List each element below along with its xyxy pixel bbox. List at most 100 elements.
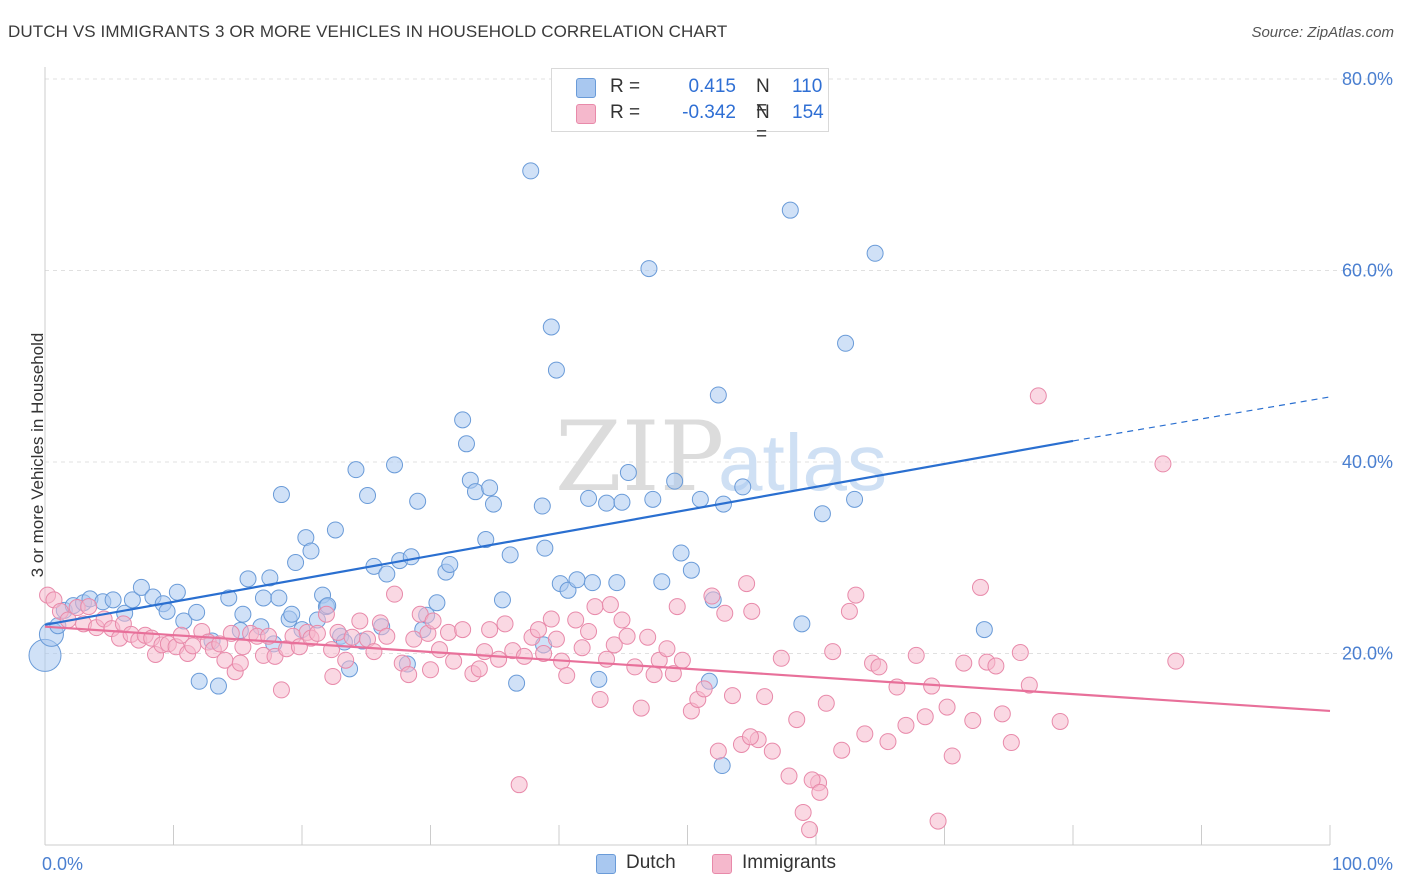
grid-lines	[45, 78, 1392, 654]
data-point	[302, 542, 320, 560]
data-point	[591, 690, 609, 708]
data-point	[1167, 652, 1185, 670]
data-point	[741, 728, 759, 746]
immigrants-swatch	[712, 854, 732, 874]
data-point	[80, 598, 98, 616]
data-point	[788, 711, 806, 729]
data-point	[529, 621, 547, 639]
y-tick-label: 40.0%	[1342, 452, 1393, 472]
data-point	[220, 589, 238, 607]
data-point	[713, 757, 731, 775]
data-point	[343, 628, 361, 646]
y-tick-label: 60.0%	[1342, 261, 1393, 281]
data-point	[644, 490, 662, 508]
data-point	[781, 201, 799, 219]
dutch-trend-extension	[1072, 396, 1331, 442]
axes	[44, 67, 1331, 846]
data-point	[239, 570, 257, 588]
data-point	[283, 605, 301, 623]
data-point	[104, 591, 122, 609]
data-point	[365, 643, 383, 661]
data-point	[272, 486, 290, 504]
data-point	[272, 681, 290, 699]
legend-n-label: N =	[756, 102, 770, 145]
data-point	[756, 688, 774, 706]
data-point	[632, 699, 650, 717]
data-point	[580, 622, 598, 640]
data-point	[943, 747, 961, 765]
data-point	[780, 767, 798, 785]
data-point	[234, 605, 252, 623]
data-point	[987, 657, 1005, 675]
data-point	[608, 574, 626, 592]
data-point	[378, 627, 396, 645]
data-point	[428, 594, 446, 612]
x-tick-label-min: 0.0%	[42, 854, 83, 874]
data-point	[454, 621, 472, 639]
data-point	[668, 598, 686, 616]
data-point	[270, 589, 288, 607]
bottom-legend-immigrants-label: Immigrants	[742, 852, 836, 873]
data-point	[682, 561, 700, 579]
correlation-legend: R = 0.415 N = 110 R = -0.342 N = 154	[551, 68, 829, 145]
data-point	[613, 611, 631, 629]
data-point	[626, 658, 644, 676]
data-point	[123, 591, 141, 609]
legend-n-label: N =	[756, 76, 770, 119]
data-point	[1154, 455, 1172, 473]
data-point	[454, 411, 472, 429]
immigrants-points	[39, 387, 1185, 839]
data-point	[691, 490, 709, 508]
data-point	[466, 483, 484, 501]
data-point	[971, 578, 989, 596]
data-point	[716, 604, 734, 622]
data-point	[547, 630, 565, 648]
data-point	[211, 635, 229, 653]
dutch-trend-line	[44, 439, 1074, 626]
data-point	[493, 591, 511, 609]
data-point	[658, 640, 676, 658]
data-point	[813, 505, 831, 523]
data-point	[794, 803, 812, 821]
data-point	[445, 652, 463, 670]
data-point	[522, 162, 540, 180]
data-point	[441, 555, 459, 573]
data-point	[190, 672, 208, 690]
data-point	[640, 260, 658, 278]
data-point	[329, 623, 347, 641]
data-point	[590, 670, 608, 688]
data-point	[695, 680, 713, 698]
data-point	[287, 554, 305, 572]
y-axis-label: 3 or more Vehicles in Household	[28, 332, 47, 578]
data-point	[337, 651, 355, 669]
data-point	[613, 493, 631, 511]
data-point	[308, 624, 326, 642]
data-point	[879, 733, 897, 751]
data-point	[738, 575, 756, 593]
data-point	[811, 783, 829, 801]
data-point	[672, 544, 690, 562]
immigrants-swatch	[576, 104, 596, 124]
data-point	[457, 435, 475, 453]
data-point	[938, 698, 956, 716]
data-point	[601, 596, 619, 614]
data-point	[743, 602, 761, 620]
data-point	[508, 674, 526, 692]
data-point	[430, 641, 448, 659]
data-point	[324, 667, 342, 685]
data-point	[501, 546, 519, 564]
data-point	[351, 612, 369, 630]
data-point	[846, 490, 864, 508]
data-point	[481, 621, 499, 639]
data-point	[359, 487, 377, 505]
data-point	[168, 583, 186, 601]
data-point	[907, 646, 925, 664]
data-point	[386, 585, 404, 603]
data-point	[1011, 644, 1029, 662]
data-point	[132, 578, 150, 596]
data-point	[840, 602, 858, 620]
data-point	[510, 776, 528, 794]
bottom-legend-dutch-label: Dutch	[626, 852, 676, 873]
data-point	[475, 643, 493, 661]
y-tick-label: 80.0%	[1342, 69, 1393, 89]
